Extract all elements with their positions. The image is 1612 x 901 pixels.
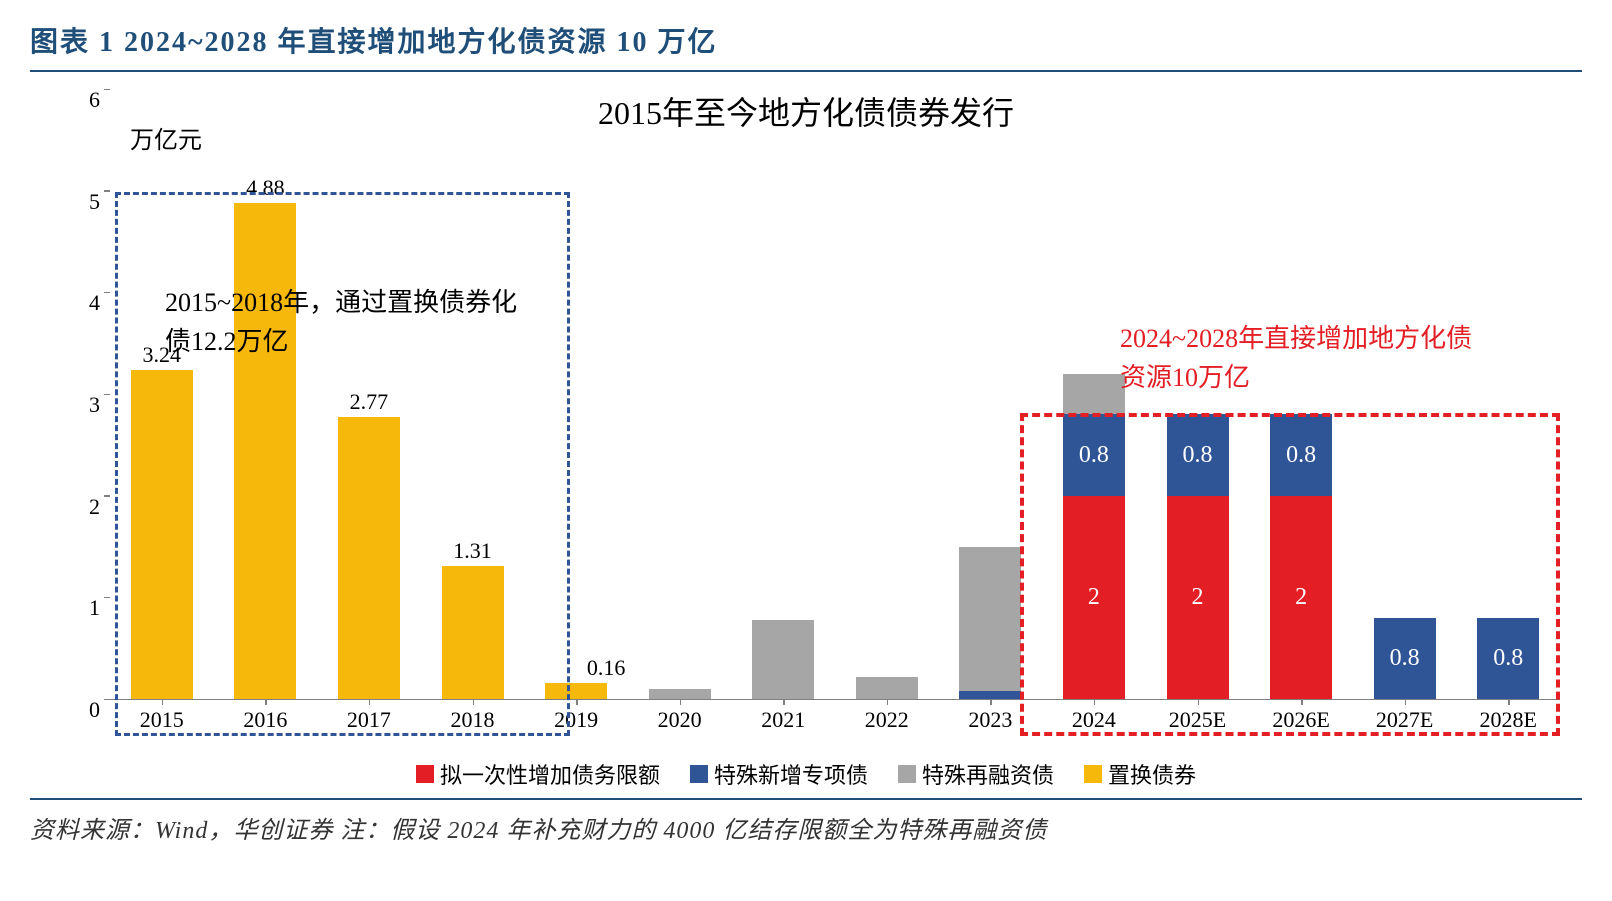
x-tick-label: 2022 <box>865 707 909 733</box>
annotation-text: 2015~2018年，通过置换债券化债12.2万亿 <box>165 283 525 361</box>
annotation-text: 2024~2028年直接增加地方化债资源10万亿 <box>1120 319 1480 397</box>
bar-segment <box>131 370 193 699</box>
x-tick-mark <box>680 699 682 705</box>
y-tick-label: 4 <box>70 290 100 316</box>
bar-value-label: 0.8 <box>1063 442 1125 469</box>
bar-value-label: 4.88 <box>234 175 296 201</box>
bar-value-label: 2 <box>1270 584 1332 611</box>
y-tick-mark <box>104 495 110 497</box>
bar-value-label: 0.8 <box>1374 645 1436 672</box>
legend-swatch <box>898 765 916 783</box>
x-tick-mark <box>473 699 475 705</box>
x-tick-label: 2023 <box>968 707 1012 733</box>
bar-segment <box>1063 374 1125 415</box>
x-tick-mark <box>1198 699 1200 705</box>
bar-segment <box>338 417 400 699</box>
y-tick-mark <box>104 394 110 396</box>
bar-segment <box>959 691 1021 699</box>
x-tick-label: 2025E <box>1169 707 1226 733</box>
bar-value-label: 0.8 <box>1167 442 1229 469</box>
x-tick-mark <box>265 699 267 705</box>
figure-title: 图表 1 2024~2028 年直接增加地方化债资源 10 万亿 <box>30 20 1582 72</box>
x-tick-mark <box>1405 699 1407 705</box>
x-tick-mark <box>1094 699 1096 705</box>
legend-label: 特殊新增专项债 <box>714 758 868 790</box>
bar-segment <box>959 547 1021 691</box>
x-tick-label: 2026E <box>1272 707 1329 733</box>
x-tick-mark <box>990 699 992 705</box>
bar-segment <box>856 677 918 699</box>
x-tick-mark <box>369 699 371 705</box>
y-tick-mark <box>104 597 110 599</box>
x-tick-mark <box>1301 699 1303 705</box>
bar-segment <box>649 689 711 699</box>
x-tick-label: 2020 <box>658 707 702 733</box>
bar-value-label: 2 <box>1063 584 1125 611</box>
x-tick-label: 2019 <box>554 707 598 733</box>
y-tick-mark <box>104 292 110 294</box>
y-tick-label: 1 <box>70 595 100 621</box>
plot-area: 3.244.882.771.310.1620.820.820.80.80.8 0… <box>110 90 1560 700</box>
bar-segment <box>442 566 504 699</box>
y-tick-mark <box>104 699 110 701</box>
x-tick-mark <box>1508 699 1510 705</box>
y-tick-mark <box>104 190 110 192</box>
legend-label: 特殊再融资债 <box>922 758 1054 790</box>
legend-item: 特殊新增专项债 <box>690 758 868 790</box>
legend-item: 置换债券 <box>1084 758 1196 790</box>
x-tick-label: 2024 <box>1072 707 1116 733</box>
x-tick-label: 2018 <box>451 707 495 733</box>
source-note: 资料来源：Wind，华创证券 注：假设 2024 年补充财力的 4000 亿结存… <box>30 800 1582 845</box>
x-tick-mark <box>162 699 164 705</box>
x-tick-label: 2021 <box>761 707 805 733</box>
legend-swatch <box>1084 765 1102 783</box>
y-tick-label: 2 <box>70 494 100 520</box>
bar-value-label: 0.8 <box>1477 645 1539 672</box>
bar-value-label: 2.77 <box>338 389 400 415</box>
chart-container: 2015年至今地方化债债券发行 万亿元 3.244.882.771.310.16… <box>30 80 1582 800</box>
bar-value-label: 1.31 <box>442 538 504 564</box>
bar-value-label: 0.8 <box>1270 442 1332 469</box>
x-tick-mark <box>783 699 785 705</box>
x-tick-label: 2017 <box>347 707 391 733</box>
legend-item: 拟一次性增加债务限额 <box>416 758 660 790</box>
y-tick-label: 3 <box>70 392 100 418</box>
legend-swatch <box>416 765 434 783</box>
y-tick-label: 6 <box>70 87 100 113</box>
bar-value-label: 0.16 <box>575 655 637 681</box>
x-tick-mark <box>576 699 578 705</box>
x-tick-label: 2027E <box>1376 707 1433 733</box>
legend-label: 置换债券 <box>1108 758 1196 790</box>
bar-segment <box>545 683 607 699</box>
x-tick-label: 2028E <box>1479 707 1536 733</box>
y-tick-label: 0 <box>70 697 100 723</box>
y-tick-label: 5 <box>70 189 100 215</box>
legend-item: 特殊再融资债 <box>898 758 1054 790</box>
y-tick-mark <box>104 89 110 91</box>
legend-swatch <box>690 765 708 783</box>
x-tick-label: 2015 <box>140 707 184 733</box>
bar-segment <box>752 620 814 699</box>
legend-label: 拟一次性增加债务限额 <box>440 758 660 790</box>
legend: 拟一次性增加债务限额 特殊新增专项债 特殊再融资债 置换债券 <box>30 758 1582 790</box>
x-tick-label: 2016 <box>243 707 287 733</box>
bar-segment <box>234 203 296 699</box>
bar-value-label: 2 <box>1167 584 1229 611</box>
x-tick-mark <box>887 699 889 705</box>
